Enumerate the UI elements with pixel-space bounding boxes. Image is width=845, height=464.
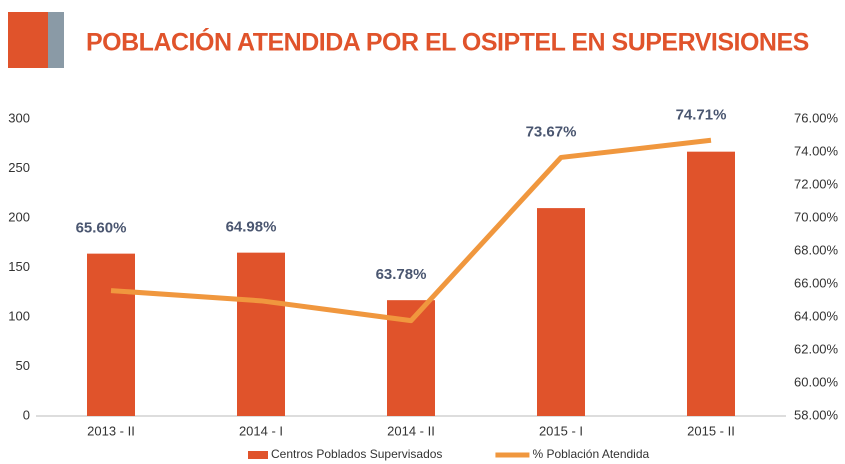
chart-title: POBLACIÓN ATENDIDA POR EL OSIPTEL EN SUP… <box>86 27 809 57</box>
bar <box>87 253 135 416</box>
bar <box>237 252 285 416</box>
legend-label: Centros Poblados Supervisados <box>271 447 442 461</box>
x-tick-label: 2015 - I <box>539 423 583 438</box>
data-label: 73.67% <box>526 123 577 140</box>
x-tick-label: 2014 - I <box>239 423 283 438</box>
y2-tick-label: 58.00% <box>794 407 839 422</box>
legend-label: % Población Atendida <box>532 447 649 461</box>
y2-tick-label: 68.00% <box>794 242 839 257</box>
y-tick-label: 50 <box>16 358 30 373</box>
data-label: 65.60% <box>76 220 127 237</box>
line <box>110 137 712 324</box>
y2-tick-label: 60.00% <box>794 374 839 389</box>
bar <box>537 208 585 416</box>
data-label: 63.78% <box>376 266 427 283</box>
y2-tick-label: 76.00% <box>794 110 839 125</box>
x-tick-label: 2015 - II <box>687 423 735 438</box>
y-tick-label: 200 <box>8 209 30 224</box>
decor-orange <box>8 12 48 68</box>
y2-tick-label: 66.00% <box>794 275 839 290</box>
y-tick-label: 100 <box>8 308 30 323</box>
decor-gray <box>48 12 64 68</box>
data-label: 64.98% <box>226 219 277 236</box>
y-tick-label: 150 <box>8 259 30 274</box>
x-tick-label: 2014 - II <box>387 423 435 438</box>
data-label: 74.71% <box>676 106 727 123</box>
y-tick-label: 300 <box>8 110 30 125</box>
y2-tick-label: 62.00% <box>794 341 839 356</box>
y-tick-label: 250 <box>8 160 30 175</box>
legend-swatch <box>248 451 268 459</box>
y2-tick-label: 74.00% <box>794 143 839 158</box>
bar <box>687 151 735 417</box>
y2-tick-label: 70.00% <box>794 209 839 224</box>
y2-tick-label: 72.00% <box>794 176 839 191</box>
y-tick-label: 0 <box>23 407 30 422</box>
x-tick-label: 2013 - II <box>87 423 135 438</box>
y2-tick-label: 64.00% <box>794 308 839 323</box>
